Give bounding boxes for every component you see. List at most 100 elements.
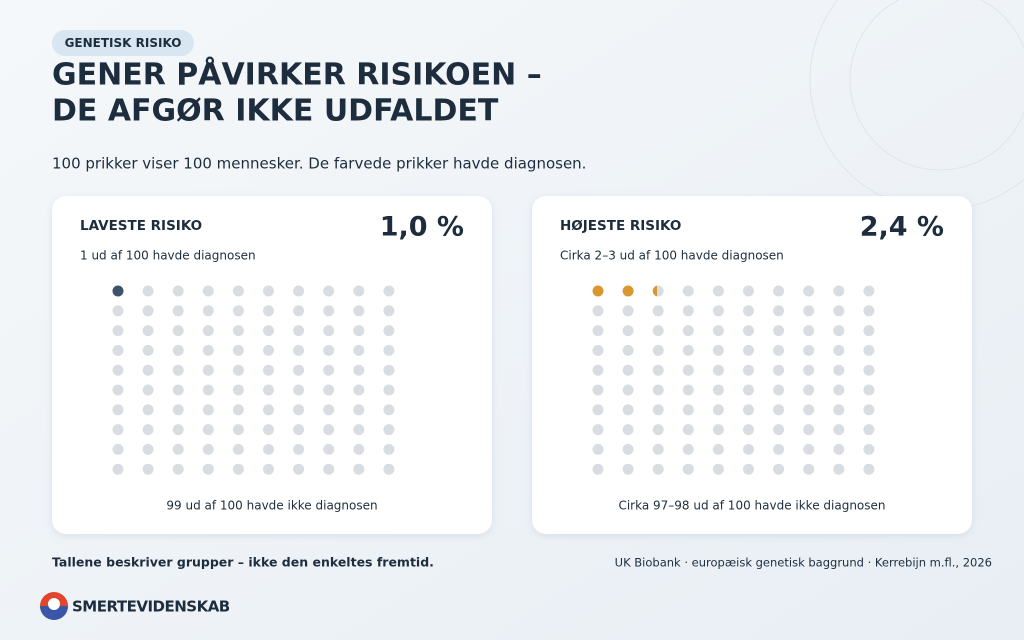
person-dot [353,463,365,475]
subtitle: 100 prikker viser 100 mennesker. De farv… [52,155,586,173]
person-dot [383,463,395,475]
person-dot [592,364,604,376]
person-dot [652,325,664,337]
source: UK Biobank · europæisk genetisk baggrund… [615,556,992,570]
person-dot [263,424,274,436]
person-dot [592,463,604,475]
person-dot [142,325,154,337]
person-dot [863,404,875,416]
person-dot [622,344,634,356]
person-dot [263,463,274,475]
person-dot [712,443,724,455]
person-dot [682,384,694,396]
person-dot [773,404,785,416]
person-dot [712,344,724,356]
person-dot [622,424,634,436]
person-dot [232,424,244,436]
person-dot [353,344,365,356]
person-dot [142,364,154,376]
person-dot [803,364,815,376]
person-dot [112,344,124,356]
person-dot [202,285,214,297]
person-dot [383,285,395,297]
person-dot [833,364,845,376]
person-dot [172,364,184,376]
person-dot [142,443,154,455]
person-dot [293,325,305,337]
person-dot [142,285,154,297]
person-dot [712,424,724,436]
person-dot [172,325,184,337]
person-dot [263,305,274,317]
person-dot [202,463,214,475]
person-dot [773,424,785,436]
person-dot [353,325,365,337]
person-dot [202,404,214,416]
person-dot [592,325,604,337]
person-dot [293,463,305,475]
person-dot [712,325,724,337]
person-dot [142,424,154,436]
person-dot [803,463,815,475]
person-dot [773,364,785,376]
person-dot [652,364,664,376]
person-dot [383,364,395,376]
person-dot [863,305,875,317]
person-dot [293,305,305,317]
tag-pill [52,30,194,56]
person-dot [323,305,335,317]
logo: SMERTEVIDENSKAB [40,592,230,620]
person-dot [383,305,395,317]
person-dot [712,463,724,475]
person-dot [353,384,365,396]
person-dot [743,463,754,475]
person-dot [652,404,664,416]
person-dot [652,344,664,356]
person-dot [682,364,694,376]
person-dot [682,305,694,317]
person-dot [682,424,694,436]
person-dot [263,325,274,337]
person-dot [112,325,124,337]
person-dot [743,344,754,356]
risk-card: HØJESTE RISIKO 2,4 % Cirka 2–3 ud af 100 h… [532,196,972,534]
person-dot [833,325,845,337]
person-dot [172,424,184,436]
person-dot [293,344,305,356]
person-dot [592,384,604,396]
card-value: 1,0 % [380,212,464,243]
person-dot [353,404,365,416]
person-dot [592,285,604,297]
person-dot [383,443,395,455]
person-dot [682,285,694,297]
person-dot [712,384,724,396]
person-dot [622,404,634,416]
person-dot [112,285,124,297]
person-dot [652,463,664,475]
person-dot [293,424,305,436]
person-dot [773,344,785,356]
person-dot [353,285,365,297]
person-dot [112,424,124,436]
person-dot [323,404,335,416]
person-dot [142,463,154,475]
person-dot [202,424,214,436]
title: DE AFGØR IKKE UDFALDET [52,94,499,129]
person-dot [743,325,754,337]
person-dot [353,443,365,455]
person-dot [202,305,214,317]
person-dot [863,364,875,376]
note-bottom: 99 ud af 100 havde ikke diagnosen [166,499,377,513]
person-dot [232,404,244,416]
risk-card: LAVESTE RISIKO 1,0 % 1 ud af 100 havde dia… [52,196,492,534]
person-dot [202,443,214,455]
person-dot [743,443,754,455]
person-dot [803,305,815,317]
person-dot [863,424,875,436]
person-dot [773,285,785,297]
person-dot [773,443,785,455]
person-dot [682,443,694,455]
person-dot [142,384,154,396]
person-dot [622,325,634,337]
